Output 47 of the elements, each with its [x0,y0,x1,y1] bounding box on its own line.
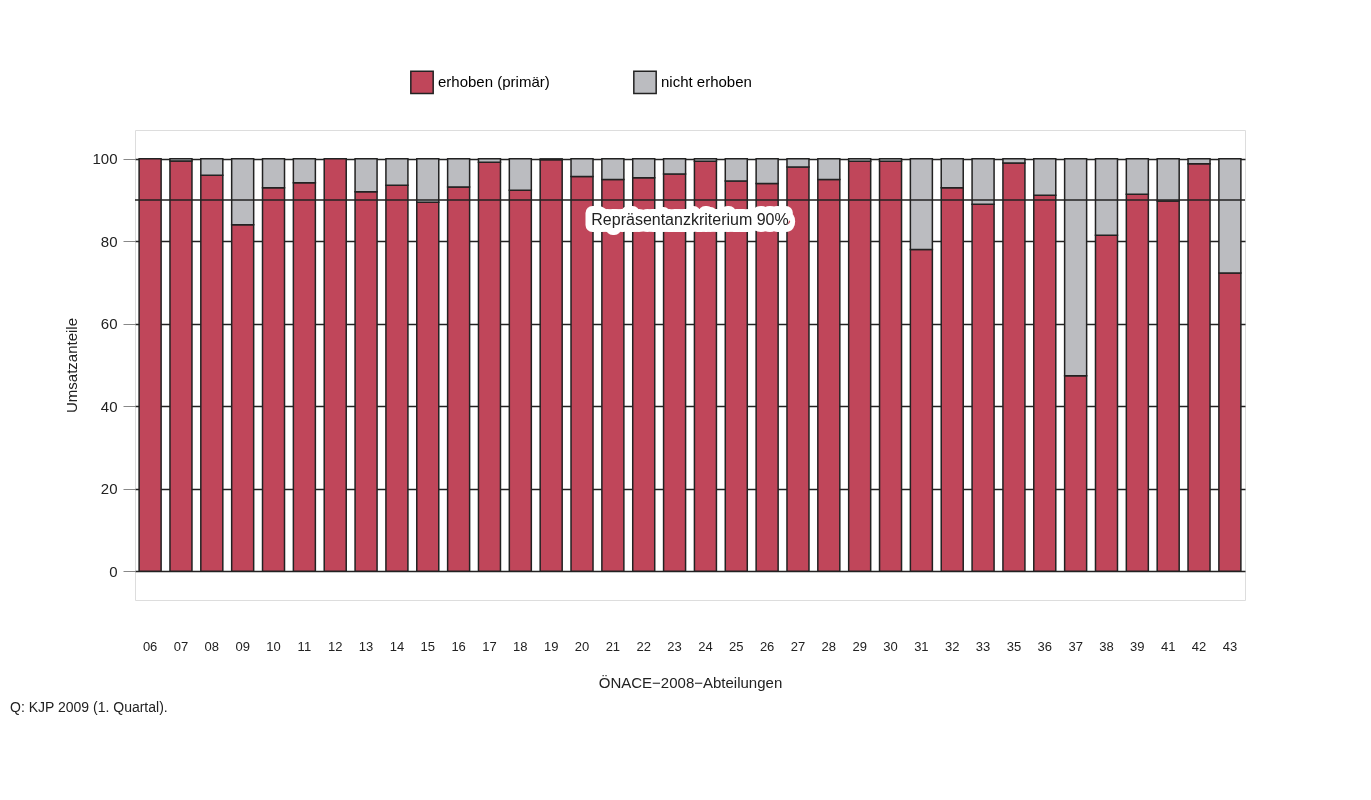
x-tick-label: 38 [1099,638,1114,654]
x-tick-label: 20 [574,638,590,654]
x-tick-label: 30 [883,638,898,654]
x-tick-label: 26 [759,638,775,654]
x-tick-label: 16 [451,638,466,654]
x-tick-label: 08 [204,638,220,654]
x-tick-label: 18 [513,638,528,654]
x-tick-label: 12 [327,638,343,654]
x-tick-label: 13 [358,638,374,654]
x-tick-label: 33 [975,638,991,654]
y-tick-label: 80 [100,232,118,250]
x-tick-label: 14 [389,638,405,654]
y-tick-label: 100 [92,150,118,168]
x-tick-label: 35 [1006,638,1022,654]
x-tick-label: 22 [636,638,651,654]
x-tick-label: 10 [266,638,281,654]
x-tick-label: 27 [790,638,806,654]
y-tick-label: 20 [100,480,118,498]
x-tick-label: 25 [729,638,744,654]
x-tick-label: 06 [142,638,158,654]
x-tick-label: 23 [667,638,682,654]
x-axis-title: ÖNACE−2008−Abteilungen [598,673,783,691]
y-axis-title: Umsatzanteile [63,317,81,414]
x-tick-label: 37 [1068,638,1083,654]
x-tick-label: 31 [914,638,929,654]
text: Q: KJP 2009 (1. Quartal). [10,699,168,715]
y-tick-label: 60 [100,315,118,333]
legend-label: nicht erhoben [661,73,752,91]
x-tick-label: 43 [1222,638,1238,654]
x-tick-label: 32 [944,638,960,654]
x-tick-label: 09 [235,638,250,654]
x-tick-label: 24 [698,638,713,654]
x-tick-label: 41 [1160,638,1176,654]
x-tick-label: 29 [852,638,867,654]
y-tick-label: 40 [100,397,118,415]
x-tick-label: 42 [1191,638,1207,654]
x-tick-label: 07 [173,638,189,654]
legend-label: erhoben (primär) [438,73,550,91]
x-tick-label: 11 [297,638,312,654]
x-tick-label: 36 [1037,638,1053,654]
y-tick-label: 0 [109,562,118,580]
x-tick-label: 19 [543,638,559,654]
x-tick-label: 21 [605,638,621,654]
x-tick-label: 15 [420,638,436,654]
x-tick-label: 17 [482,638,497,654]
x-tick-label: 28 [821,638,837,654]
x-tick-label: 39 [1130,638,1145,654]
